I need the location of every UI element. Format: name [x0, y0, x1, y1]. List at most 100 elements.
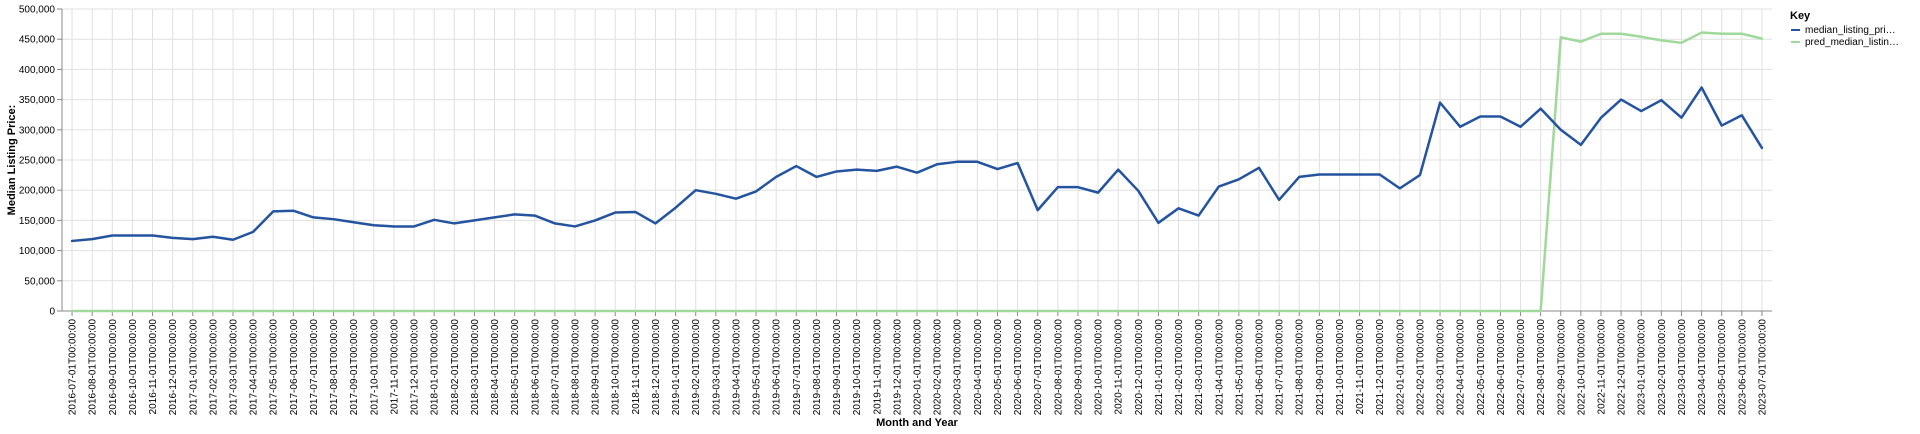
x-tick-label: 2022-03-01T00:00:00 [1436, 319, 1447, 416]
x-tick-label: 2021-05-01T00:00:00 [1234, 319, 1245, 416]
y-tick-label: 150,000 [19, 216, 56, 227]
y-tick-label: 350,000 [19, 95, 56, 106]
x-tick-label: 2017-06-01T00:00:00 [289, 319, 300, 416]
x-tick-label: 2020-10-01T00:00:00 [1094, 319, 1105, 416]
x-tick-label: 2022-08-01T00:00:00 [1536, 319, 1547, 416]
y-tick-label: 250,000 [19, 156, 56, 167]
x-tick-label: 2022-05-01T00:00:00 [1476, 319, 1487, 416]
legend-items: median_listing_pri…pred_median_listin… [1791, 25, 1899, 48]
x-tick-label: 2020-03-01T00:00:00 [953, 319, 964, 416]
x-tick-label: 2021-09-01T00:00:00 [1315, 319, 1326, 416]
x-tick-label: 2021-11-01T00:00:00 [1355, 319, 1366, 415]
x-axis-ticks: 2016-07-01T00:00:00 2016-08-01T00:00:00 20… [68, 311, 1768, 416]
x-tick-label: 2022-04-01T00:00:00 [1456, 319, 1467, 416]
x-tick-label: 2016-10-01T00:00:00 [128, 319, 139, 416]
x-tick-label: 2020-11-01T00:00:00 [1114, 319, 1125, 415]
series-line [70, 31, 1764, 313]
x-tick-label: 2019-01-01T00:00:00 [671, 319, 682, 416]
y-axis-ticks: 0 50,000 100,000 150,000 200,000 250,000 300,0… [19, 5, 62, 318]
y-tick-label: 450,000 [19, 35, 56, 46]
x-tick-label: 2022-11-01T00:00:00 [1597, 319, 1608, 415]
x-tick-label: 2020-07-01T00:00:00 [1033, 319, 1044, 416]
x-tick-label: 2023-05-01T00:00:00 [1717, 319, 1728, 416]
y-tick-label: 50,000 [24, 276, 55, 287]
x-tick-label: 2017-04-01T00:00:00 [249, 319, 260, 416]
x-tick-label: 2017-03-01T00:00:00 [229, 319, 240, 416]
x-tick-label: 2018-03-01T00:00:00 [470, 319, 481, 416]
y-tick-label: 500,000 [19, 5, 56, 16]
x-tick-label: 2021-07-01T00:00:00 [1275, 319, 1286, 416]
x-tick-label: 2020-02-01T00:00:00 [933, 319, 944, 416]
series-lines [70, 31, 1764, 313]
x-tick-label: 2019-05-01T00:00:00 [752, 319, 763, 416]
x-tick-label: 2018-09-01T00:00:00 [591, 319, 602, 416]
y-tick-label: 100,000 [19, 246, 56, 257]
x-tick-label: 2017-02-01T00:00:00 [208, 319, 219, 416]
x-tick-label: 2018-08-01T00:00:00 [571, 319, 582, 416]
x-tick-label: 2016-07-01T00:00:00 [68, 319, 79, 416]
x-tick-label: 2022-07-01T00:00:00 [1516, 319, 1527, 416]
x-tick-label: 2022-10-01T00:00:00 [1576, 319, 1587, 416]
x-tick-label: 2019-02-01T00:00:00 [691, 319, 702, 416]
x-tick-label: 2020-01-01T00:00:00 [913, 319, 924, 416]
x-tick-label: 2018-02-01T00:00:00 [450, 319, 461, 416]
x-tick-label: 2022-06-01T00:00:00 [1496, 319, 1507, 416]
x-tick-label: 2022-12-01T00:00:00 [1617, 319, 1628, 416]
x-tick-label: 2017-07-01T00:00:00 [309, 319, 320, 416]
x-tick-label: 2017-12-01T00:00:00 [410, 319, 421, 416]
x-tick-label: 2018-12-01T00:00:00 [651, 319, 662, 416]
x-tick-label: 2022-02-01T00:00:00 [1415, 319, 1426, 416]
legend: Key median_listing_pri…pred_median_listi… [1790, 10, 1899, 48]
x-tick-label: 2016-08-01T00:00:00 [88, 319, 99, 416]
x-tick-label: 2019-06-01T00:00:00 [772, 319, 783, 416]
x-tick-label: 2020-08-01T00:00:00 [1053, 319, 1064, 416]
y-axis-title: Median Listing Price: [6, 105, 18, 216]
series-line [70, 86, 1764, 243]
x-tick-label: 2019-07-01T00:00:00 [792, 319, 803, 416]
x-tick-label: 2019-04-01T00:00:00 [731, 319, 742, 416]
x-tick-label: 2017-09-01T00:00:00 [349, 319, 360, 416]
gridlines [62, 8, 1772, 312]
x-tick-label: 2017-10-01T00:00:00 [369, 319, 380, 416]
y-tick-label: 0 [49, 307, 55, 318]
x-tick-label: 2018-05-01T00:00:00 [510, 319, 521, 416]
x-tick-label: 2023-06-01T00:00:00 [1737, 319, 1748, 416]
x-tick-label: 2016-11-01T00:00:00 [148, 319, 159, 415]
x-axis-title: Month and Year [876, 417, 958, 429]
x-tick-label: 2018-11-01T00:00:00 [631, 319, 642, 415]
x-tick-label: 2018-07-01T00:00:00 [550, 319, 561, 416]
x-tick-label: 2016-09-01T00:00:00 [108, 319, 119, 416]
x-tick-label: 2021-02-01T00:00:00 [1174, 319, 1185, 416]
x-tick-label: 2021-06-01T00:00:00 [1255, 319, 1266, 416]
x-tick-label: 2017-08-01T00:00:00 [329, 319, 340, 416]
x-tick-label: 2018-06-01T00:00:00 [530, 319, 541, 416]
legend-label: pred_median_listin… [1805, 37, 1899, 48]
x-tick-label: 2023-07-01T00:00:00 [1757, 319, 1768, 416]
x-tick-label: 2018-01-01T00:00:00 [430, 319, 441, 416]
x-tick-label: 2021-01-01T00:00:00 [1154, 319, 1165, 416]
x-tick-label: 2018-10-01T00:00:00 [611, 319, 622, 416]
x-tick-label: 2020-06-01T00:00:00 [1013, 319, 1024, 416]
x-tick-label: 2017-11-01T00:00:00 [389, 319, 400, 415]
x-tick-label: 2022-01-01T00:00:00 [1395, 319, 1406, 416]
x-tick-label: 2018-04-01T00:00:00 [490, 319, 501, 416]
x-tick-label: 2019-10-01T00:00:00 [852, 319, 863, 416]
y-tick-label: 400,000 [19, 65, 56, 76]
x-tick-label: 2021-12-01T00:00:00 [1375, 319, 1386, 416]
x-tick-label: 2023-04-01T00:00:00 [1697, 319, 1708, 416]
x-tick-label: 2020-09-01T00:00:00 [1073, 319, 1084, 416]
x-tick-label: 2019-11-01T00:00:00 [872, 319, 883, 415]
x-tick-label: 2023-02-01T00:00:00 [1657, 319, 1668, 416]
x-tick-label: 2023-03-01T00:00:00 [1677, 319, 1688, 416]
x-tick-label: 2020-04-01T00:00:00 [973, 319, 984, 416]
x-tick-label: 2021-04-01T00:00:00 [1214, 319, 1225, 416]
x-tick-label: 2017-01-01T00:00:00 [188, 319, 199, 416]
x-tick-label: 2022-09-01T00:00:00 [1556, 319, 1567, 416]
x-tick-label: 2021-03-01T00:00:00 [1194, 319, 1205, 416]
x-tick-label: 2020-12-01T00:00:00 [1134, 319, 1145, 416]
x-tick-label: 2021-08-01T00:00:00 [1295, 319, 1306, 416]
x-tick-label: 2019-03-01T00:00:00 [711, 319, 722, 416]
x-tick-label: 2019-09-01T00:00:00 [832, 319, 843, 416]
y-tick-label: 200,000 [19, 186, 56, 197]
